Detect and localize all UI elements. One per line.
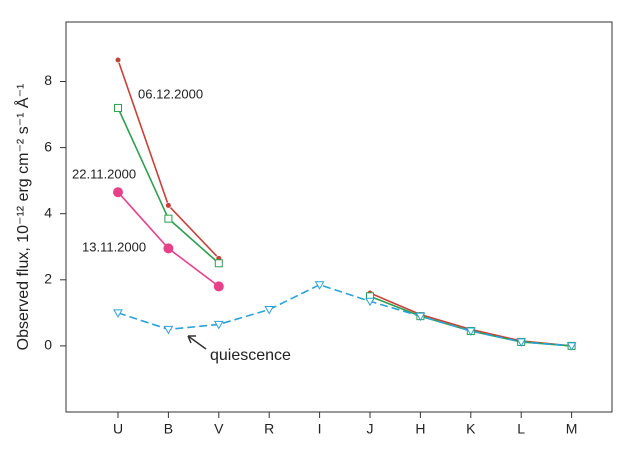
x-tick-label: J bbox=[367, 421, 374, 437]
x-tick-label: K bbox=[466, 421, 476, 437]
marker bbox=[114, 103, 122, 112]
x-tick-label: V bbox=[214, 421, 224, 437]
marker bbox=[114, 56, 122, 64]
annotation-arrow bbox=[187, 335, 207, 350]
marker bbox=[213, 281, 224, 292]
marker bbox=[264, 306, 275, 315]
marker bbox=[516, 338, 527, 347]
series-label: quiescence bbox=[210, 347, 291, 364]
series-label: 06.12.2000 bbox=[138, 86, 203, 101]
y-tick-label: 4 bbox=[44, 204, 52, 220]
y-axis-label: Observed flux, 10⁻¹² erg cm⁻² s⁻¹ Å⁻¹ bbox=[13, 84, 32, 351]
y-tick-label: 0 bbox=[44, 337, 52, 353]
marker bbox=[163, 243, 174, 254]
series-line bbox=[117, 59, 572, 347]
marker bbox=[163, 325, 174, 335]
y-tick-label: 2 bbox=[44, 270, 52, 286]
plot-frame bbox=[65, 21, 613, 413]
marker bbox=[213, 320, 224, 330]
series-label: 22.11.2000 bbox=[72, 166, 136, 181]
x-tick-label: U bbox=[113, 421, 123, 437]
y-tick-label: 6 bbox=[44, 138, 52, 154]
marker bbox=[165, 202, 172, 209]
marker bbox=[415, 312, 426, 322]
series-line bbox=[117, 283, 572, 347]
marker bbox=[164, 214, 173, 223]
series-line bbox=[117, 107, 572, 347]
x-tick-label: M bbox=[566, 421, 578, 437]
marker bbox=[314, 281, 325, 290]
x-tick-label: R bbox=[264, 421, 274, 437]
y-tick-label: 8 bbox=[44, 72, 52, 88]
x-tick-label: L bbox=[517, 421, 525, 437]
marker bbox=[214, 259, 223, 268]
x-tick-label: I bbox=[318, 421, 322, 437]
series-label: 13.11.2000 bbox=[82, 239, 146, 254]
marker bbox=[113, 309, 123, 318]
marker bbox=[365, 297, 375, 307]
x-tick-label: B bbox=[164, 421, 173, 437]
x-tick-label: H bbox=[415, 421, 425, 437]
marker bbox=[113, 187, 123, 198]
marker bbox=[566, 342, 577, 351]
marker bbox=[465, 327, 476, 337]
